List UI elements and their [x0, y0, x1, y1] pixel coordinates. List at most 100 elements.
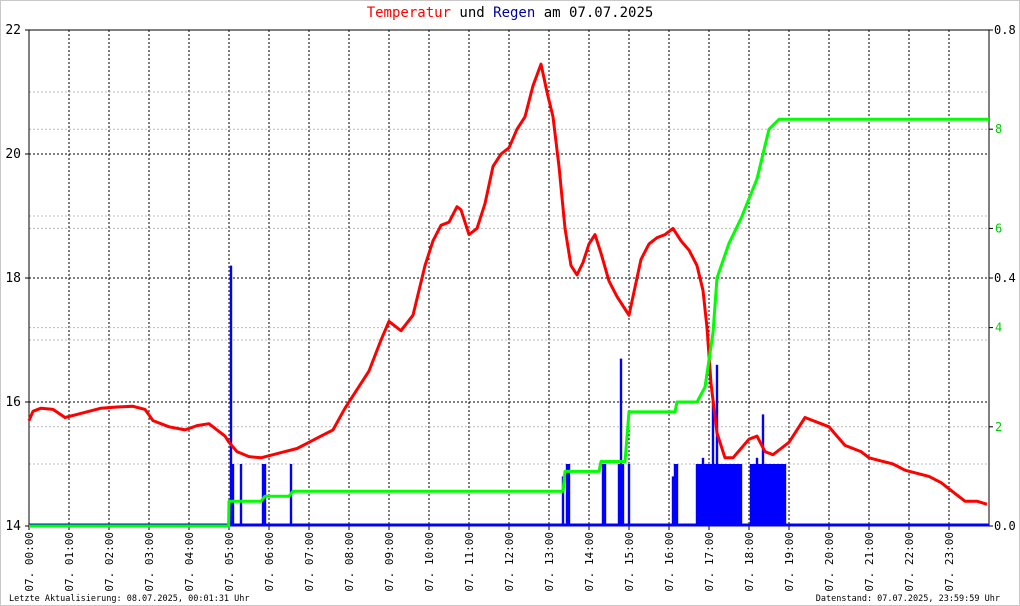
x-tick-label: 07. 17:00 — [703, 532, 716, 592]
rain-bar — [721, 464, 725, 526]
rain-bar — [617, 464, 621, 526]
rain-bar — [231, 464, 235, 526]
rain-bar — [603, 464, 607, 526]
rain-bar — [703, 464, 707, 526]
y-right-rain-tick-label: 0.0 — [994, 519, 1016, 533]
rain-bar — [715, 364, 719, 526]
x-tick-label: 07. 09:00 — [383, 532, 396, 592]
x-tick-label: 07. 02:00 — [103, 532, 116, 592]
rain-bar — [561, 476, 565, 526]
rain-bar — [719, 464, 723, 526]
rain-bar — [771, 464, 775, 526]
y-right-cumulative-tick-label: 8 — [995, 122, 1002, 136]
y-right-cumulative-tick-label: 4 — [995, 321, 1002, 335]
rain-bar — [783, 464, 787, 526]
rain-bar — [673, 464, 677, 526]
x-tick-label: 07. 04:00 — [183, 532, 196, 592]
rain-bar — [717, 464, 721, 526]
rain-bar — [751, 464, 755, 526]
rain-bar — [705, 464, 709, 526]
rain-bar — [765, 464, 769, 526]
rain-bar — [773, 464, 777, 526]
rain-bar — [601, 464, 605, 526]
y-right-cumulative-tick-label: 2 — [995, 420, 1002, 434]
x-tick-label: 07. 11:00 — [463, 532, 476, 592]
rain-bar — [759, 464, 763, 526]
footer-last-update: Letzte Aktualisierung: 08.07.2025, 00:01… — [9, 594, 250, 604]
rain-bar — [735, 464, 739, 526]
y-right-rain-tick-label: 0.8 — [994, 23, 1016, 37]
rain-bar — [567, 464, 571, 526]
y-left-tick-label: 16 — [5, 395, 21, 410]
x-tick-label: 07. 15:00 — [623, 532, 636, 592]
rain-bar — [697, 464, 701, 526]
rain-bar — [709, 464, 713, 526]
rain-bar — [731, 464, 735, 526]
rain-bar — [239, 464, 243, 526]
rain-bar — [727, 464, 731, 526]
y-left-tick-label: 22 — [5, 23, 21, 38]
x-tick-label: 07. 05:00 — [223, 532, 236, 592]
rain-bar — [737, 464, 741, 526]
x-tick-label: 07. 16:00 — [663, 532, 676, 592]
rain-bar — [707, 464, 711, 526]
x-tick-label: 07. 23:00 — [943, 532, 956, 592]
footer-data-status: Datenstand: 07.07.2025, 23:59:59 Uhr — [815, 594, 1000, 604]
title-temperatur: Temperatur — [366, 5, 451, 21]
chart-title: Temperatur und Regen am 07.07.2025 — [0, 5, 1020, 21]
rain-bar — [767, 464, 771, 526]
x-tick-label: 07. 07:00 — [303, 532, 316, 592]
rain-bar — [775, 464, 779, 526]
x-tick-label: 07. 10:00 — [423, 532, 436, 592]
rain-bar — [739, 464, 743, 526]
y-right-rain-tick-label: 0.4 — [994, 271, 1016, 285]
y-left-tick-label: 20 — [5, 147, 21, 162]
rain-bar — [763, 464, 767, 526]
x-tick-label: 07. 18:00 — [743, 532, 756, 592]
rain-bar — [753, 464, 757, 526]
rain-bar — [749, 464, 753, 526]
x-tick-label: 07. 13:00 — [543, 532, 556, 592]
title-und: und — [450, 5, 494, 21]
rain-bar — [781, 464, 785, 526]
title-date: am 07.07.2025 — [535, 5, 654, 21]
x-tick-label: 07. 00:00 — [23, 532, 36, 592]
x-tick-label: 07. 20:00 — [823, 532, 836, 592]
rain-bar — [711, 402, 715, 526]
rain-bar — [755, 457, 759, 526]
rain-bar — [725, 464, 729, 526]
x-tick-label: 07. 12:00 — [503, 532, 516, 592]
rain-bar — [699, 464, 703, 526]
rain-bar — [733, 464, 737, 526]
rain-bar — [761, 414, 765, 526]
rain-bar — [675, 464, 679, 526]
rain-bar — [779, 464, 783, 526]
rain-bar — [723, 464, 727, 526]
x-tick-label: 07. 03:00 — [143, 532, 156, 592]
rain-bar — [777, 464, 781, 526]
rain-bar — [229, 265, 233, 526]
temperature-line — [27, 62, 988, 506]
y-left-tick-label: 18 — [5, 271, 21, 286]
title-regen: Regen — [493, 5, 536, 21]
rain-bar — [701, 457, 705, 526]
x-tick-label: 07. 08:00 — [343, 532, 356, 592]
rain-bar — [627, 464, 631, 526]
rain-bar — [713, 464, 717, 526]
rain-bar — [769, 464, 773, 526]
rain-bar — [695, 464, 699, 526]
rain-bar — [261, 464, 265, 526]
x-tick-label: 07. 14:00 — [583, 532, 596, 592]
rain-bar — [757, 464, 761, 526]
y-left-tick-label: 14 — [5, 519, 21, 534]
rain-bar — [671, 476, 675, 526]
rain-bar — [565, 464, 569, 526]
x-tick-label: 07. 19:00 — [783, 532, 796, 592]
cumulative-rain-line — [29, 117, 989, 528]
rain-bar — [621, 464, 625, 526]
y-right-cumulative-tick-label: 6 — [995, 221, 1002, 235]
rain-bar — [729, 464, 733, 526]
x-tick-label: 07. 01:00 — [63, 532, 76, 592]
x-tick-label: 07. 21:00 — [863, 532, 876, 592]
